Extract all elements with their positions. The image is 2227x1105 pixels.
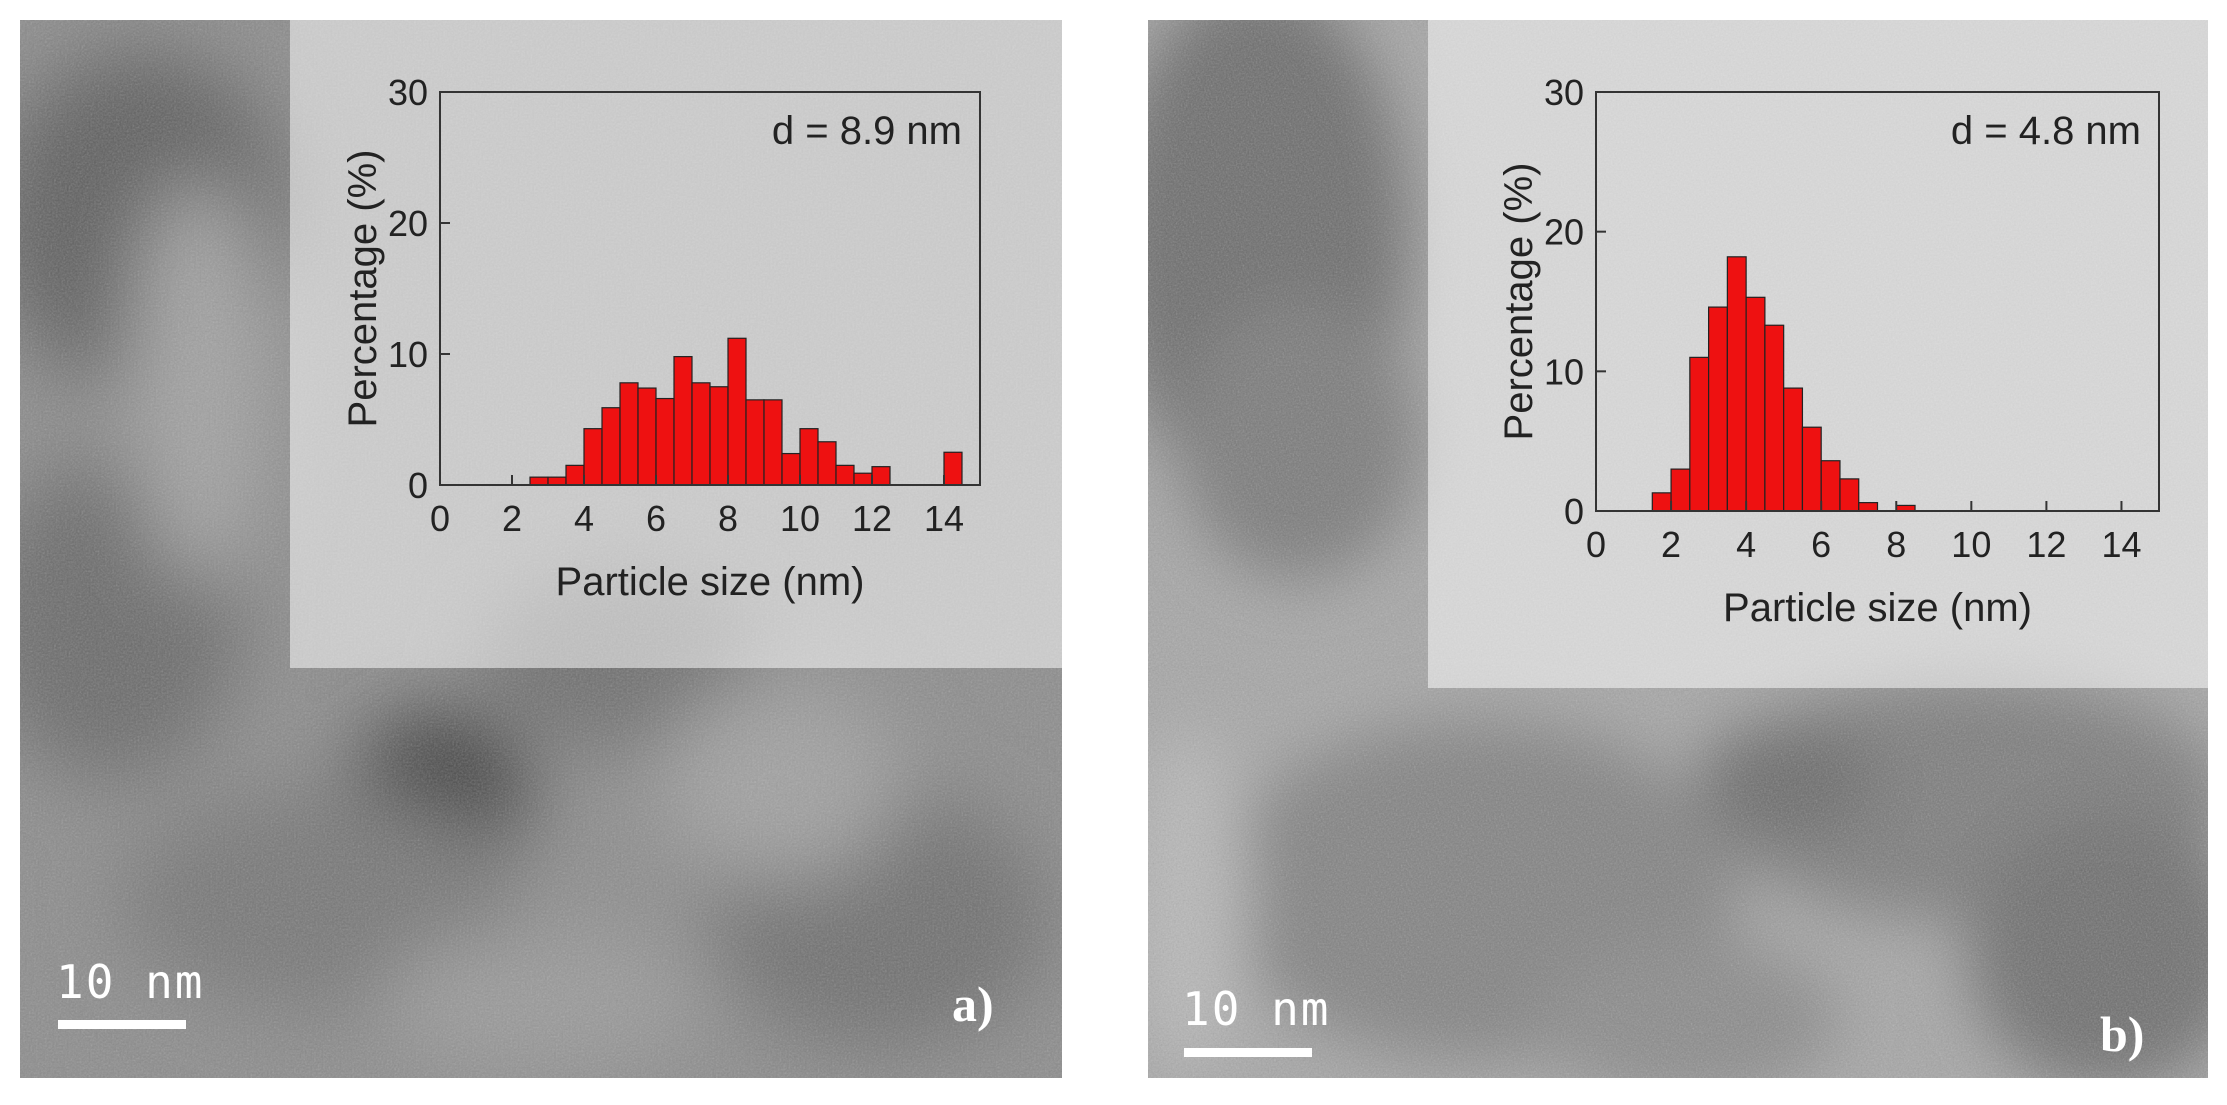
x-tick-label: 2 (1661, 524, 1681, 565)
scale-bar-label: 10 nm (56, 955, 205, 1009)
x-tick-label: 2 (502, 498, 522, 539)
histogram-bar (1651, 492, 1672, 512)
x-tick-label: 8 (1886, 524, 1906, 565)
x-tick-label: 6 (1811, 524, 1831, 565)
histogram-bar (619, 382, 639, 486)
histogram-bar (637, 387, 657, 486)
y-tick-label: 30 (388, 72, 428, 113)
histogram-bar (601, 407, 621, 486)
histogram-bar (691, 382, 711, 486)
x-tick-label: 14 (924, 498, 964, 539)
scale-bar (1184, 1048, 1312, 1057)
histogram-bar (781, 452, 801, 486)
y-tick-label: 0 (408, 465, 428, 506)
y-axis-label: Percentage (%) (1497, 163, 1541, 441)
tem-panel-a: 0 2 4 6 8 10 12 14 0 10 20 30 Particle size (nm) Perc… (20, 20, 1062, 1078)
y-tick-label: 10 (388, 334, 428, 375)
y-tick-label: 0 (1564, 491, 1584, 532)
x-tick-label: 4 (574, 498, 594, 539)
scale-bar-label: 10 nm (1182, 982, 1331, 1036)
histogram-bar (655, 397, 675, 486)
histogram-bar (565, 464, 585, 486)
histogram-bar (547, 476, 567, 486)
histogram-bar (745, 399, 765, 486)
x-tick-label: 0 (430, 498, 450, 539)
plot-frame (1595, 91, 2160, 512)
y-tick-label: 10 (1544, 351, 1584, 392)
x-tick-label: 12 (2026, 524, 2066, 565)
x-tick-label: 8 (718, 498, 738, 539)
y-tick-label: 20 (388, 203, 428, 244)
histogram-bar (1689, 356, 1710, 512)
histogram-bar (853, 472, 873, 486)
histogram-bar (1764, 324, 1785, 512)
histogram-bar (763, 399, 783, 486)
x-tick-label: 0 (1586, 524, 1606, 565)
histogram-bar (1708, 306, 1728, 512)
histogram-bar (1745, 296, 1766, 512)
histogram-bar (871, 466, 891, 486)
histogram-bar (799, 428, 819, 486)
histogram-bar (727, 337, 747, 486)
x-tick-label: 14 (2101, 524, 2141, 565)
y-tick-label: 20 (1544, 212, 1584, 253)
x-tick-label: 10 (780, 498, 820, 539)
x-axis-label: Particle size (nm) (556, 560, 865, 604)
tem-panel-b: 0 2 4 6 8 10 12 14 0 10 20 30 Particle size (nm) Perc… (1148, 20, 2208, 1078)
histogram-bar (1858, 502, 1879, 512)
plot-frame (439, 91, 981, 486)
y-tick-label: 30 (1544, 72, 1584, 113)
histogram-bar (529, 476, 549, 486)
histogram-inset-a: 0 2 4 6 8 10 12 14 0 10 20 30 Particle size (nm) Perc… (290, 20, 1062, 668)
mean-diameter-annotation: d = 8.9 nm (772, 109, 962, 153)
histogram-bar (1801, 426, 1822, 512)
x-tick-label: 4 (1736, 524, 1756, 565)
histogram-inset-b: 0 2 4 6 8 10 12 14 0 10 20 30 Particle size (nm) Perc… (1428, 20, 2208, 688)
scale-bar (58, 1020, 186, 1029)
mean-diameter-annotation: d = 4.8 nm (1951, 109, 2141, 153)
histogram-bar (835, 464, 855, 486)
x-tick-label: 6 (646, 498, 666, 539)
histogram-bar (943, 451, 963, 486)
panel-label-b: b) (2100, 1006, 2145, 1062)
panel-label-a: a) (952, 976, 994, 1032)
histogram-bar (1670, 468, 1691, 512)
histogram-bar (673, 356, 693, 486)
inset-backdrop (1428, 20, 2208, 688)
histogram-bar (1783, 387, 1804, 512)
histogram-bar (817, 441, 837, 486)
x-tick-label: 12 (852, 498, 892, 539)
histogram-bar (583, 428, 603, 486)
histogram-bar (1820, 460, 1841, 512)
histogram-bar (1726, 256, 1747, 512)
inset-backdrop (290, 20, 1062, 668)
x-axis-label: Particle size (nm) (1723, 586, 2032, 630)
histogram-bar (1839, 478, 1860, 512)
histogram-bar (709, 386, 729, 486)
y-axis-label: Percentage (%) (341, 150, 385, 428)
x-tick-label: 10 (1951, 524, 1991, 565)
